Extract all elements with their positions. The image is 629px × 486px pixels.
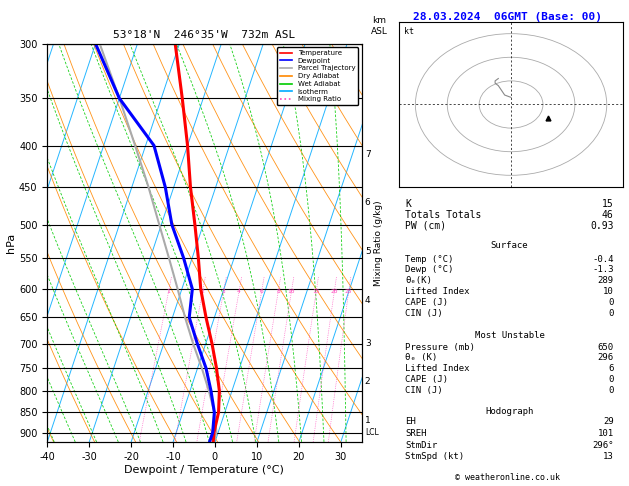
Text: 25: 25 [345,290,352,295]
Text: 3: 3 [221,290,225,295]
Text: 20: 20 [330,290,338,295]
Text: Pressure (mb): Pressure (mb) [405,343,475,352]
Text: 1: 1 [365,416,370,425]
Text: 0: 0 [608,386,614,395]
Text: © weatheronline.co.uk: © weatheronline.co.uk [455,473,560,482]
Text: 296: 296 [598,353,614,363]
Text: 10: 10 [603,287,614,296]
Text: -0.4: -0.4 [592,255,614,264]
Text: θₑ(K): θₑ(K) [405,276,432,285]
Text: 13: 13 [603,452,614,461]
Text: 6: 6 [365,198,370,207]
Text: 296°: 296° [592,441,614,450]
Text: 5: 5 [365,247,370,256]
Text: K: K [405,199,411,209]
Text: StmSpd (kt): StmSpd (kt) [405,452,464,461]
Text: 4: 4 [237,290,241,295]
Text: CIN (J): CIN (J) [405,309,443,318]
Text: 0: 0 [608,309,614,318]
Text: Lifted Index: Lifted Index [405,287,470,296]
Text: Mixing Ratio (g/kg): Mixing Ratio (g/kg) [374,200,384,286]
Text: CIN (J): CIN (J) [405,386,443,395]
Text: Dewp (°C): Dewp (°C) [405,265,454,275]
Text: -1.3: -1.3 [592,265,614,275]
Text: EH: EH [405,417,416,426]
Y-axis label: hPa: hPa [6,233,16,253]
Text: 10: 10 [287,290,295,295]
Text: Temp (°C): Temp (°C) [405,255,454,264]
Text: 7: 7 [365,150,370,159]
Text: Surface: Surface [491,241,528,250]
Legend: Temperature, Dewpoint, Parcel Trajectory, Dry Adiabat, Wet Adiabat, Isotherm, Mi: Temperature, Dewpoint, Parcel Trajectory… [277,47,358,105]
Text: Hodograph: Hodograph [486,407,533,416]
Text: 650: 650 [598,343,614,352]
Text: 29: 29 [603,417,614,426]
Text: km
ASL: km ASL [370,17,387,36]
Text: 6: 6 [608,364,614,373]
Text: 0.93: 0.93 [590,221,614,231]
Text: 15: 15 [313,290,320,295]
Text: θₑ (K): θₑ (K) [405,353,438,363]
Text: 4: 4 [365,296,370,305]
Text: Totals Totals: Totals Totals [405,210,482,220]
Text: PW (cm): PW (cm) [405,221,447,231]
Text: 8: 8 [276,290,280,295]
Text: CAPE (J): CAPE (J) [405,375,448,384]
Text: CAPE (J): CAPE (J) [405,298,448,307]
Text: Lifted Index: Lifted Index [405,364,470,373]
Text: 3: 3 [365,339,370,348]
Text: 101: 101 [598,429,614,438]
Text: 6: 6 [260,290,264,295]
Text: 0: 0 [608,375,614,384]
Text: 2: 2 [201,290,204,295]
Text: 2: 2 [365,378,370,386]
Text: 289: 289 [598,276,614,285]
Text: 1: 1 [167,290,170,295]
Text: LCL: LCL [365,428,379,437]
Text: 15: 15 [602,199,614,209]
Text: 0: 0 [608,298,614,307]
Text: kt: kt [404,27,414,36]
Text: StmDir: StmDir [405,441,438,450]
Text: Most Unstable: Most Unstable [474,331,545,340]
Title: 53°18'N  246°35'W  732m ASL: 53°18'N 246°35'W 732m ASL [113,30,296,40]
Text: SREH: SREH [405,429,427,438]
X-axis label: Dewpoint / Temperature (°C): Dewpoint / Temperature (°C) [125,465,284,475]
Text: 28.03.2024  06GMT (Base: 00): 28.03.2024 06GMT (Base: 00) [413,12,603,22]
Text: 46: 46 [602,210,614,220]
